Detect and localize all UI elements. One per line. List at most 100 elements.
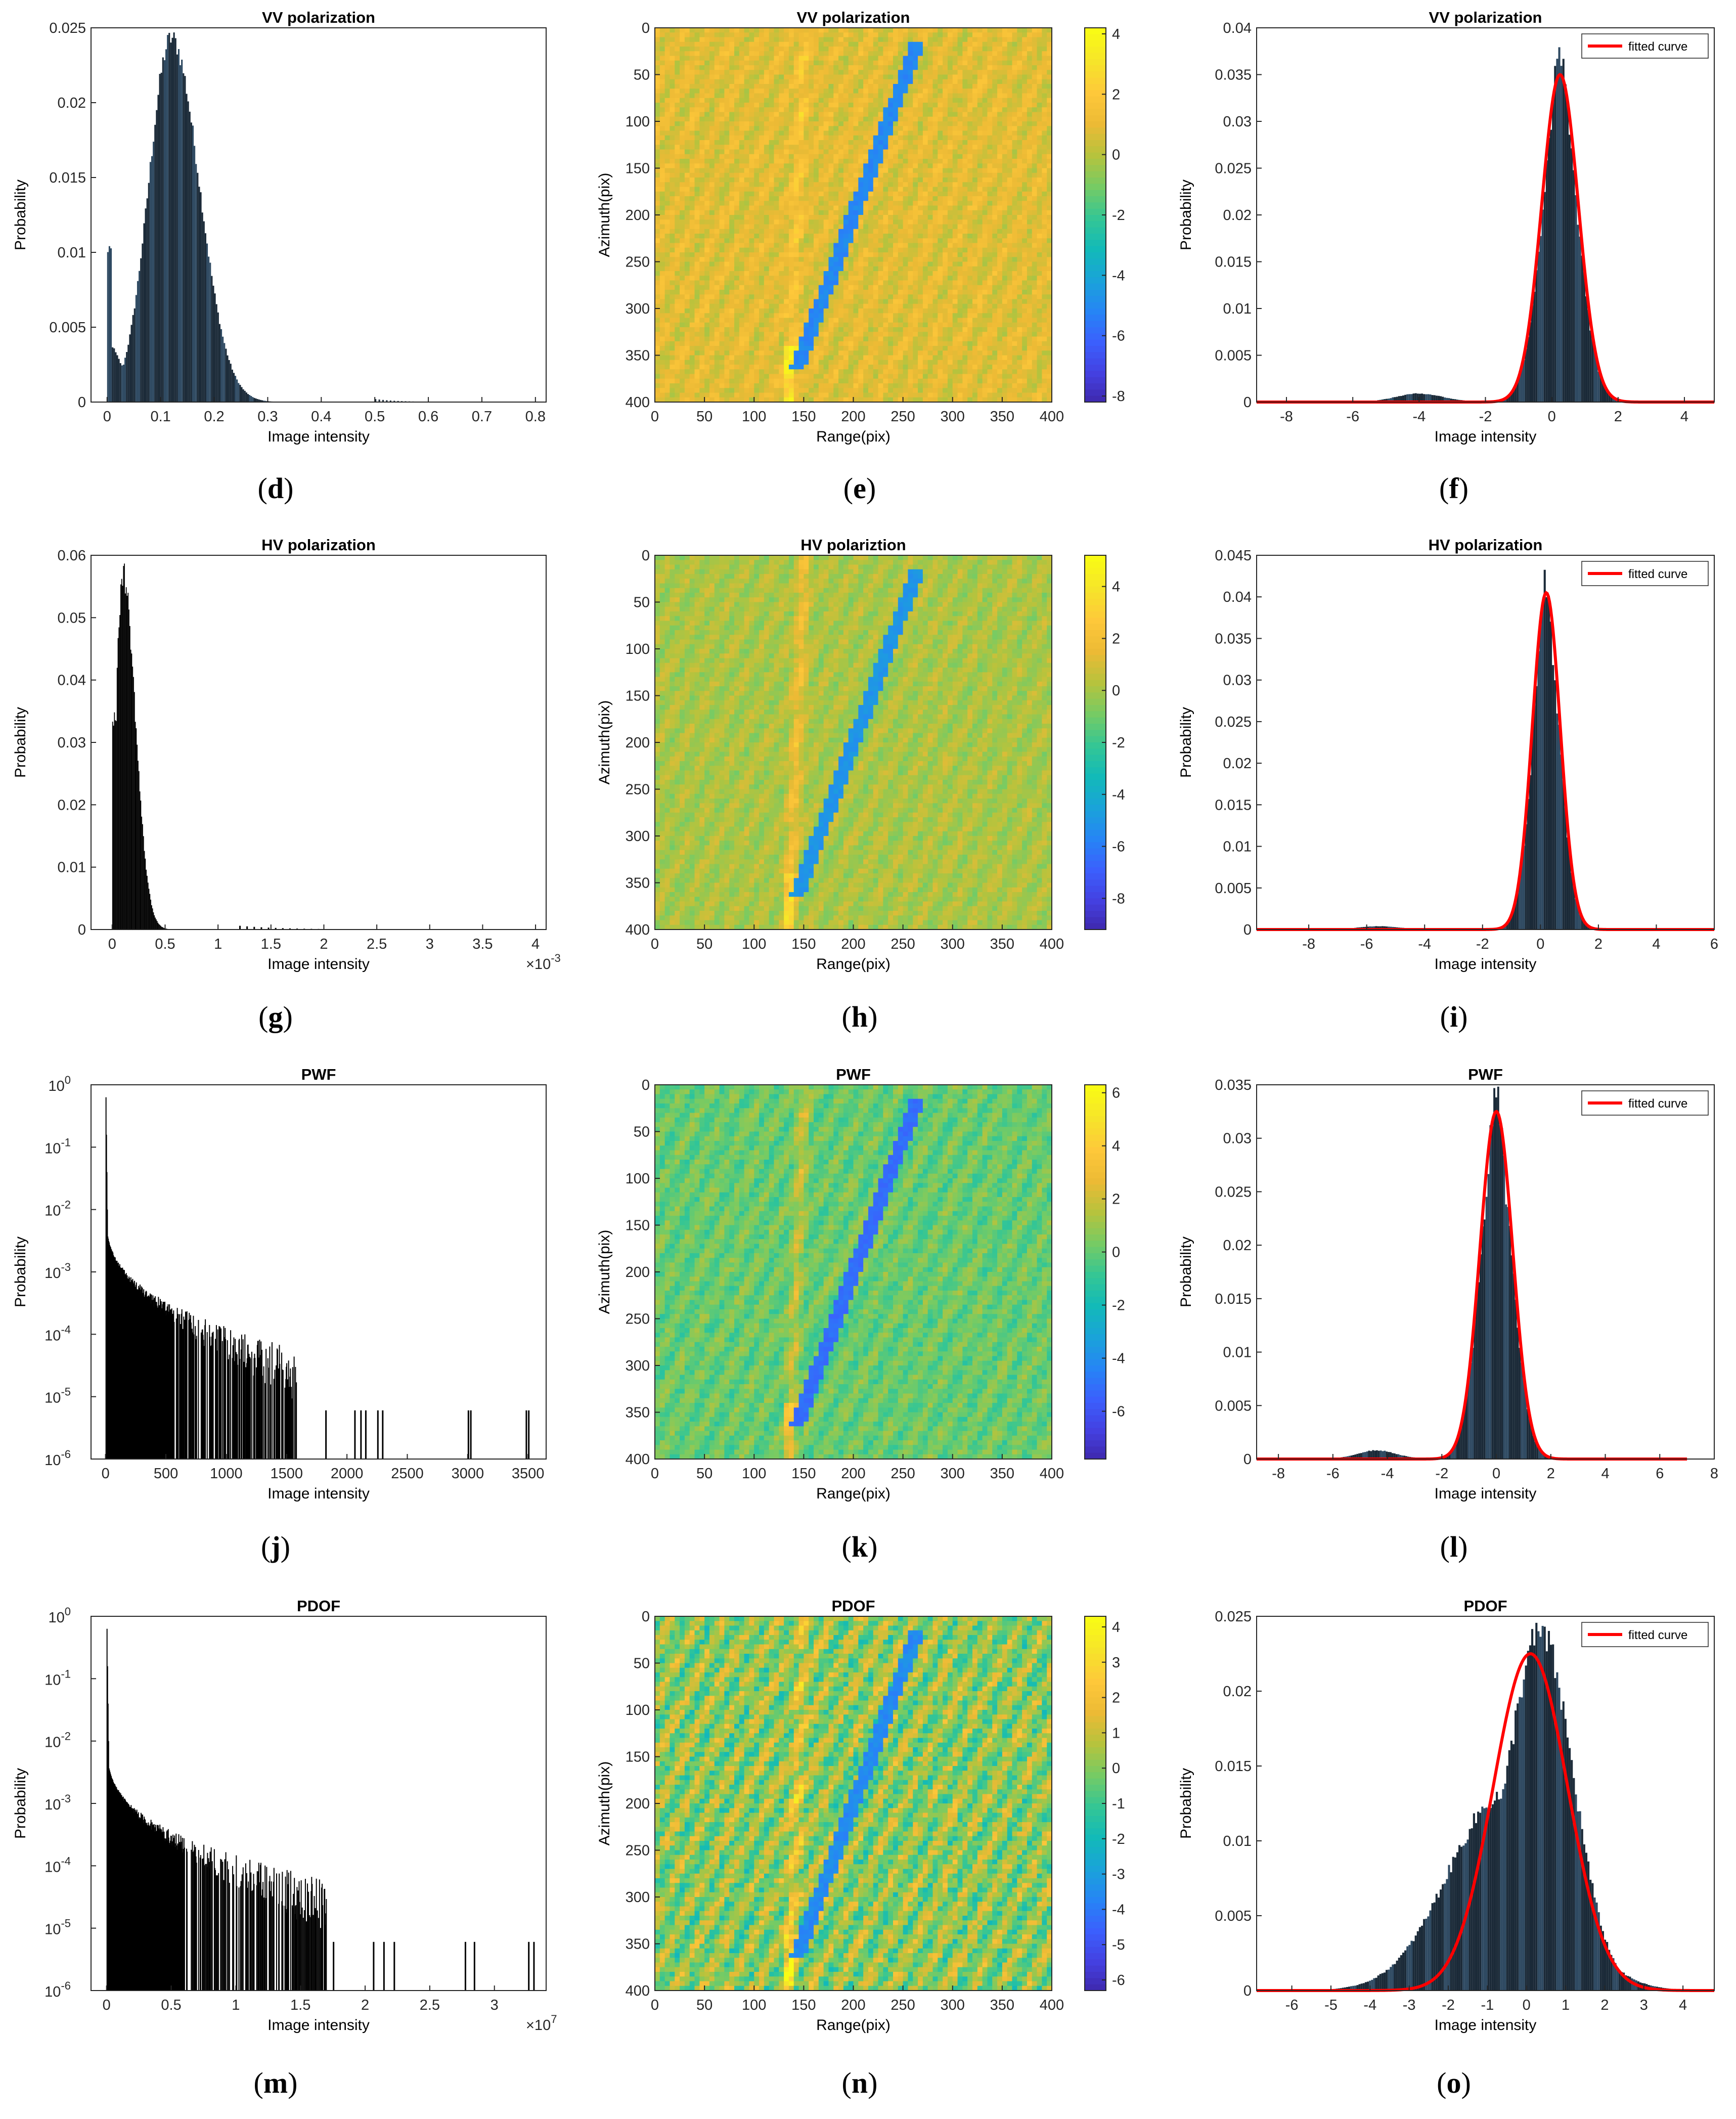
e-heatmap-cell — [809, 74, 814, 80]
e-heatmap-cell — [1032, 234, 1038, 239]
e-heatmap-cell — [987, 290, 993, 295]
e-heatmap-cell — [793, 178, 799, 183]
e-heatmap-cell — [967, 294, 973, 300]
e-heatmap-cell — [932, 234, 938, 239]
e-heatmap-cell — [833, 37, 839, 42]
e-heatmap-cell — [908, 191, 913, 197]
e-heatmap-cell — [913, 112, 918, 117]
e-heatmap-cell — [1042, 149, 1047, 155]
e-heatmap-cell — [1017, 140, 1022, 145]
e-heatmap-cell — [848, 154, 854, 159]
e-heatmap-cell — [833, 247, 839, 253]
e-heatmap-cell — [1022, 290, 1028, 295]
e-heatmap-cell — [1017, 93, 1022, 99]
e-heatmap-cell — [908, 79, 913, 84]
e-heatmap-cell — [754, 121, 760, 126]
e-heatmap-cell — [868, 37, 874, 42]
e-heatmap-cell — [704, 47, 710, 52]
e-heatmap-cell — [853, 229, 859, 234]
e-heatmap-cell — [863, 32, 869, 38]
e-heatmap-cell — [903, 234, 909, 239]
e-heatmap-cell — [1007, 261, 1013, 267]
e-heatmap-cell — [898, 112, 904, 117]
e-heatmap-cell — [1037, 84, 1042, 89]
e-heatmap-cell — [873, 187, 879, 192]
e-heatmap-cell — [982, 70, 988, 75]
e-heatmap-cell — [878, 290, 883, 295]
e-heatmap-cell — [1042, 252, 1047, 257]
e-heatmap-cell — [675, 210, 680, 215]
e-heatmap-cell — [784, 234, 789, 239]
e-heatmap-cell — [655, 261, 660, 267]
e-heatmap-cell — [709, 112, 715, 117]
e-heatmap-cell — [680, 182, 685, 188]
e-heatmap-cell — [972, 84, 978, 89]
e-heatmap-cell — [843, 37, 849, 42]
e-heatmap-cell — [729, 51, 735, 57]
e-heatmap-cell — [873, 294, 879, 300]
e-heatmap-cell — [938, 229, 943, 234]
e-heatmap-cell — [788, 140, 794, 145]
e-heatmap-cell — [774, 299, 779, 304]
e-heatmap-cell — [814, 163, 819, 169]
d-hist-bar — [135, 295, 137, 402]
e-heatmap-cell — [908, 140, 913, 145]
e-heatmap-cell — [987, 65, 993, 70]
e-heatmap-cell — [754, 285, 760, 290]
e-heatmap-cell — [798, 140, 804, 145]
e-heatmap-cell — [1022, 84, 1028, 89]
e-heatmap-cell — [908, 285, 913, 290]
e-heatmap-cell — [982, 219, 988, 225]
e-heatmap-cell — [689, 215, 695, 220]
e-heatmap-cell — [784, 89, 789, 94]
e-heatmap-cell — [739, 112, 745, 117]
e-heatmap-cell — [863, 70, 869, 75]
e-heatmap-cell — [838, 172, 844, 178]
e-heatmap-cell — [659, 37, 665, 42]
e-heatmap-cell — [863, 191, 869, 197]
e-heatmap-cell — [1042, 126, 1047, 131]
e-heatmap-cell — [1007, 116, 1013, 122]
e-heatmap-cell — [670, 178, 675, 183]
e-heatmap-cell — [784, 93, 789, 99]
e-heatmap-cell — [670, 234, 675, 239]
e-heatmap-cell — [734, 182, 740, 188]
e-heatmap-cell — [938, 107, 943, 113]
e-heatmap-cell — [908, 84, 913, 89]
e-heatmap-cell — [873, 60, 879, 66]
e-heatmap-cell — [913, 285, 918, 290]
e-heatmap-cell — [1017, 154, 1022, 159]
e-heatmap-cell — [704, 107, 710, 113]
e-heatmap-cell — [680, 210, 685, 215]
e-heatmap-cell — [769, 215, 775, 220]
e-heatmap-cell — [739, 266, 745, 272]
e-heatmap-cell — [1032, 65, 1038, 70]
e-heatmap-cell — [1032, 252, 1038, 257]
e-heatmap-cell — [759, 135, 765, 141]
e-heatmap-cell — [828, 84, 834, 89]
e-heatmap-cell — [927, 229, 933, 234]
e-heatmap-cell — [943, 299, 948, 304]
e-heatmap-cell — [977, 294, 983, 300]
e-heatmap-cell — [927, 210, 933, 215]
e-heatmap-cell — [868, 89, 874, 94]
e-heatmap-cell — [947, 126, 953, 131]
e-heatmap-cell — [903, 140, 909, 145]
e-heatmap-cell — [848, 149, 854, 155]
e-heatmap-cell — [774, 172, 779, 178]
e-heatmap-cell — [982, 154, 988, 159]
e-heatmap-cell — [729, 210, 735, 215]
e-heatmap-cell — [724, 98, 730, 103]
e-heatmap-cell — [793, 159, 799, 164]
e-heatmap-cell — [788, 247, 794, 253]
e-heatmap-cell — [739, 103, 745, 108]
e-heatmap-cell — [1012, 299, 1017, 304]
e-heatmap-cell — [903, 60, 909, 66]
e-heatmap-cell — [814, 93, 819, 99]
e-heatmap-cell — [918, 271, 923, 276]
e-heatmap-cell — [774, 182, 779, 188]
e-heatmap-cell — [684, 51, 690, 57]
e-heatmap-cell — [699, 140, 705, 145]
e-heatmap-cell — [873, 70, 879, 75]
e-heatmap-cell — [774, 28, 779, 33]
